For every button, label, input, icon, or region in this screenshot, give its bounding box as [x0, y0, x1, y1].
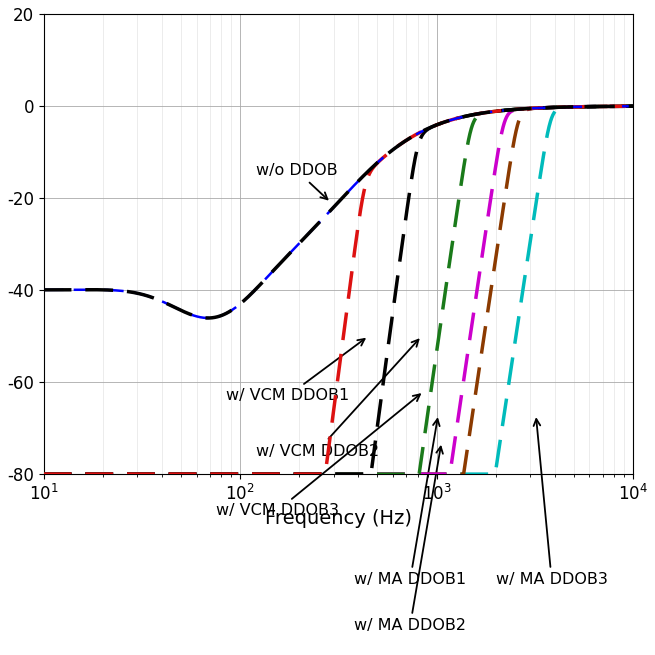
Text: w/o DDOB: w/o DDOB [255, 163, 337, 199]
Text: w/ VCM DDOB2: w/ VCM DDOB2 [255, 340, 419, 458]
Text: w/ VCM DDOB3: w/ VCM DDOB3 [215, 394, 420, 519]
Text: w/ MA DDOB3: w/ MA DDOB3 [496, 419, 608, 588]
Text: w/ MA DDOB2: w/ MA DDOB2 [354, 447, 466, 633]
Text: w/ MA DDOB1: w/ MA DDOB1 [354, 419, 466, 588]
Text: w/ VCM DDOB1: w/ VCM DDOB1 [226, 339, 365, 403]
X-axis label: Frequency (Hz): Frequency (Hz) [265, 510, 412, 529]
